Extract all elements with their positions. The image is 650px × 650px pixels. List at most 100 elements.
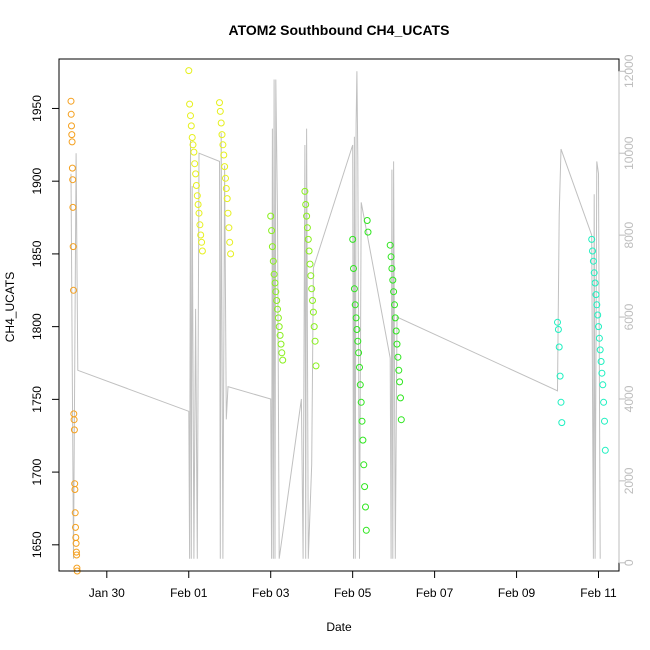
data-point-4 [554,318,561,326]
data-point-1 [192,182,200,189]
data-point-3 [364,228,372,236]
data-point-3 [397,416,405,424]
data-point-3 [391,301,398,309]
data-point-3 [357,398,365,406]
data-point-0 [72,523,79,531]
y2-tick-label: 10000 [622,136,636,170]
data-point-4 [598,369,606,377]
x-tick-label: Feb 07 [416,586,454,600]
data-point-2 [279,356,287,364]
data-point-4 [590,269,598,277]
data-point-2 [274,314,282,322]
x-tick-label: Feb 01 [170,586,208,600]
data-point-2 [268,243,276,251]
y-tick-label: 1750 [30,386,44,413]
data-point-0 [67,97,75,105]
data-point-4 [600,398,608,406]
y-tick-label: 1900 [30,168,44,195]
data-point-1 [191,160,199,168]
data-point-2 [272,288,280,296]
data-point-2 [267,212,275,220]
data-point-3 [363,217,371,224]
plot-frame [58,58,620,572]
y2-tick-label: 12000 [622,54,636,88]
data-point-1 [189,141,197,149]
data-point-1 [186,100,194,108]
data-point-2 [305,247,313,255]
data-point-2 [311,337,319,345]
altitude-line-layer [70,71,601,559]
y2-tick-label: 6000 [622,303,636,330]
data-point-2 [304,235,312,243]
data-point-1 [224,209,232,217]
data-point-0 [68,164,76,172]
data-point-2 [276,331,284,339]
data-point-1 [218,131,226,139]
data-point-1 [219,141,227,149]
data-point-3 [388,265,396,272]
data-point-4 [595,334,603,342]
data-point-1 [188,134,196,141]
x-tick-label: Feb 11 [580,586,617,600]
data-point-2 [309,308,317,316]
data-point-4 [597,358,605,365]
data-point-2 [269,257,277,265]
data-point-1 [187,112,194,120]
data-point-2 [271,279,279,287]
data-point-3 [395,366,403,374]
data-point-1 [196,221,204,229]
y2-tick-label: 2000 [622,467,636,494]
y-tick-label: 1700 [30,458,44,485]
data-point-0 [73,551,81,559]
data-point-1 [227,250,235,258]
data-point-0 [68,122,75,130]
data-point-0 [70,416,78,424]
data-point-1 [225,224,233,232]
data-point-3 [355,349,363,357]
data-point-1 [198,247,206,255]
data-point-0 [68,131,76,139]
chart-title: ATOM2 Southbound CH4_UCATS [229,22,450,38]
y-tick-label: 1850 [30,240,44,267]
y-tick-label: 1650 [30,531,44,558]
data-point-0 [69,176,77,184]
data-point-1 [192,170,200,178]
data-point-4 [588,235,596,243]
data-point-1 [187,122,195,130]
data-point-1 [226,238,234,246]
data-point-3 [351,301,359,309]
data-point-4 [601,417,608,425]
data-point-1 [223,195,231,203]
data-point-4 [592,291,600,299]
data-point-3 [386,241,394,249]
data-point-2 [274,305,281,313]
data-point-2 [307,272,315,280]
data-point-4 [594,311,602,319]
data-point-4 [589,257,597,265]
data-point-3 [350,265,357,272]
data-point-2 [303,224,311,232]
data-point-3 [358,417,366,425]
data-point-1 [195,209,203,217]
data-point-2 [302,201,310,208]
data-point-0 [71,486,79,493]
data-point-4 [557,398,565,406]
y-axis-label: CH4_UCATS [3,272,17,342]
x-tick-label: Jan 30 [89,586,125,600]
data-point-1 [190,148,198,156]
data-point-1 [216,99,223,107]
data-point-0 [70,286,77,294]
data-point-2 [309,297,316,304]
data-point-3 [396,378,404,386]
data-point-3 [397,394,404,402]
data-point-3 [390,288,398,296]
data-point-0 [72,548,80,556]
data-point-3 [362,503,369,511]
data-point-2 [312,362,320,370]
data-points-layer [67,67,609,575]
data-point-2 [275,323,283,331]
data-point-0 [69,203,77,211]
data-point-3 [391,314,399,322]
data-point-4 [599,381,607,389]
